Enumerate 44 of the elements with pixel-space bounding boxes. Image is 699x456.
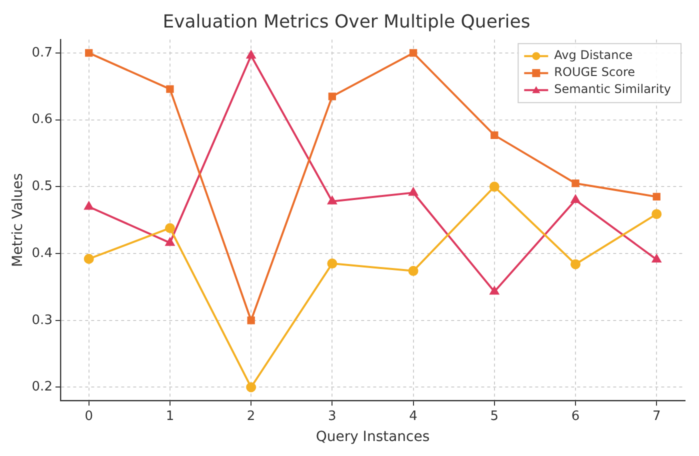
point xyxy=(652,192,660,201)
y-tick-label: 0.6 xyxy=(32,112,52,128)
point xyxy=(490,286,499,295)
point xyxy=(652,254,662,263)
x-tick-label: 2 xyxy=(246,408,256,424)
y-tick-label: 0.2 xyxy=(32,380,52,395)
x-axis-title: Query Instances xyxy=(316,429,430,446)
point xyxy=(408,188,418,196)
point xyxy=(328,196,337,204)
point xyxy=(652,209,662,220)
x-tick-label: 0 xyxy=(84,408,93,424)
point xyxy=(489,182,500,192)
point xyxy=(328,92,336,100)
chart-title: Evaluation Metrics Over Multiple Queries xyxy=(162,11,530,32)
legend-label: Avg Distance xyxy=(554,48,633,62)
x-tick-label: 7 xyxy=(652,408,661,424)
point xyxy=(246,382,256,392)
point xyxy=(84,202,94,210)
legend-label: ROUGE Score xyxy=(554,65,636,80)
point xyxy=(247,316,255,324)
x-tick-label: 5 xyxy=(490,408,499,424)
x-tick-label: 1 xyxy=(166,408,174,424)
point xyxy=(490,131,498,140)
point xyxy=(570,259,581,270)
y-tick-label: 0.5 xyxy=(32,179,52,194)
x-tick-label: 3 xyxy=(328,408,336,424)
point xyxy=(246,50,256,59)
y-tick-label: 0.7 xyxy=(32,45,52,60)
point xyxy=(164,223,175,234)
point xyxy=(84,254,94,264)
point xyxy=(571,195,580,204)
y-tick-label: 0.4 xyxy=(32,246,52,261)
x-tick-label: 4 xyxy=(409,408,418,424)
point xyxy=(166,238,174,246)
x-tick-label: 6 xyxy=(571,408,580,424)
y-axis-title: Metric Values xyxy=(10,173,26,267)
point xyxy=(408,266,418,276)
point xyxy=(572,180,580,188)
y-tick-label: 0.3 xyxy=(32,312,52,328)
point xyxy=(327,258,338,269)
legend-label: Semantic Similarity xyxy=(554,82,672,96)
point xyxy=(85,49,93,57)
point xyxy=(409,49,418,57)
point xyxy=(166,85,174,93)
